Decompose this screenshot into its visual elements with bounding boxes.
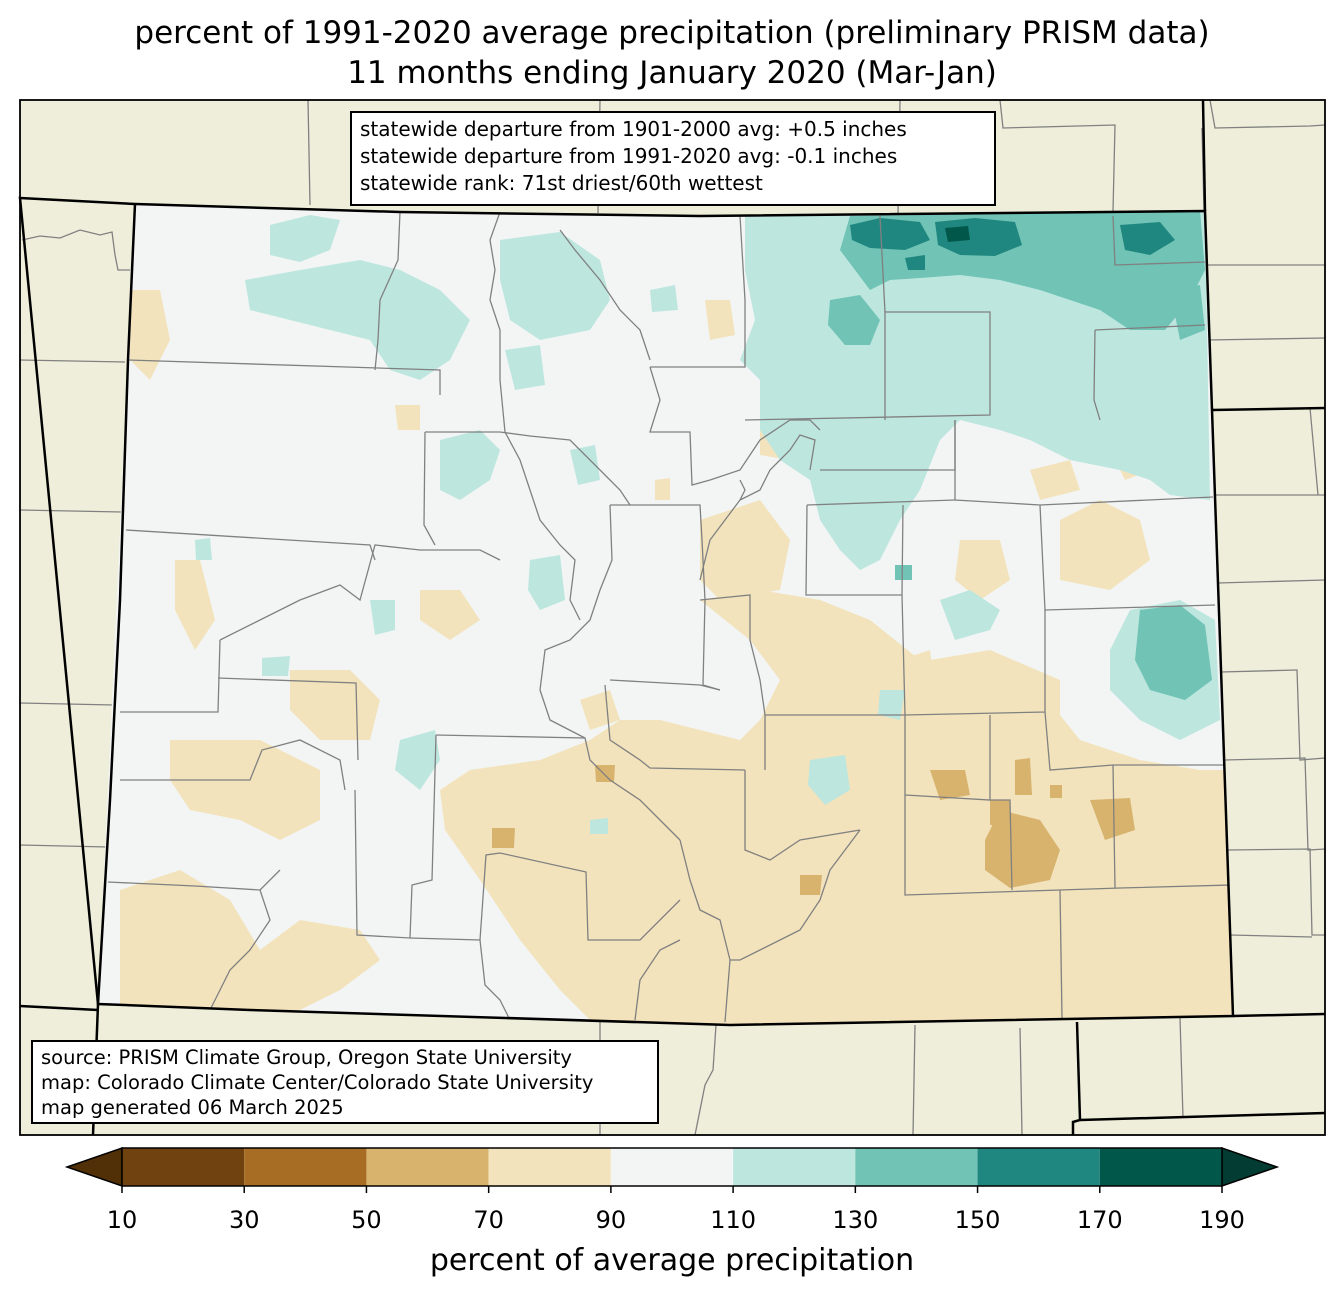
colorbar-bin [366, 1148, 489, 1186]
colorbar-label: percent of average precipitation [429, 1243, 915, 1278]
colorbar-tick-label: 70 [473, 1206, 504, 1234]
map-credit-line: map: Colorado Climate Center/Colorado St… [41, 1071, 594, 1094]
colorbar-bin [977, 1148, 1100, 1186]
colorbar-tick-label: 130 [832, 1206, 879, 1234]
map-title-line-1: percent of 1991-2020 average precipitati… [134, 15, 1210, 51]
colorbar [64, 1146, 1280, 1193]
map-frame [19, 99, 1326, 1136]
colorbar-tick-label: 90 [595, 1206, 627, 1234]
colorbar-over-extension [1221, 1146, 1280, 1188]
colorbar-bin [1099, 1148, 1222, 1186]
colorbar-under-extension [64, 1146, 123, 1188]
stats-departure-1901-2000: statewide departure from 1901-2000 avg: … [360, 117, 907, 141]
colorbar-tick-label: 110 [710, 1206, 757, 1234]
statewide-stats-box: statewide departure from 1901-2000 avg: … [350, 111, 996, 206]
colorbar-bin [244, 1148, 367, 1186]
colorbar-bin [122, 1148, 245, 1186]
colorbar-tick-label: 150 [954, 1206, 1001, 1234]
colorbar-bin [855, 1148, 978, 1186]
colorbar-tick-label: 10 [106, 1206, 138, 1234]
colorbar-tick-label: 30 [228, 1206, 260, 1234]
generated-date-line: map generated 06 March 2025 [41, 1096, 344, 1119]
colorbar-bin [488, 1148, 611, 1186]
colorbar-tick-label: 50 [351, 1206, 382, 1234]
colorbar-bin [733, 1148, 856, 1186]
colorbar-bin [610, 1148, 734, 1186]
colorbar-tick-label: 170 [1076, 1206, 1123, 1234]
colorbar-outline [121, 1147, 1223, 1187]
source-line: source: PRISM Climate Group, Oregon Stat… [41, 1046, 572, 1069]
precipitation-fill [98, 204, 1233, 1025]
stats-rank: statewide rank: 71st driest/60th wettest [360, 171, 763, 195]
colorbar-tick-label: 190 [1199, 1206, 1245, 1234]
map-title-line-2: 11 months ending January 2020 (Mar-Jan) [347, 55, 997, 91]
stats-departure-1991-2020: statewide departure from 1991-2020 avg: … [360, 144, 898, 168]
colorado-county-lines [107, 211, 1233, 1023]
source-credit-box: source: PRISM Climate Group, Oregon Stat… [31, 1040, 659, 1124]
